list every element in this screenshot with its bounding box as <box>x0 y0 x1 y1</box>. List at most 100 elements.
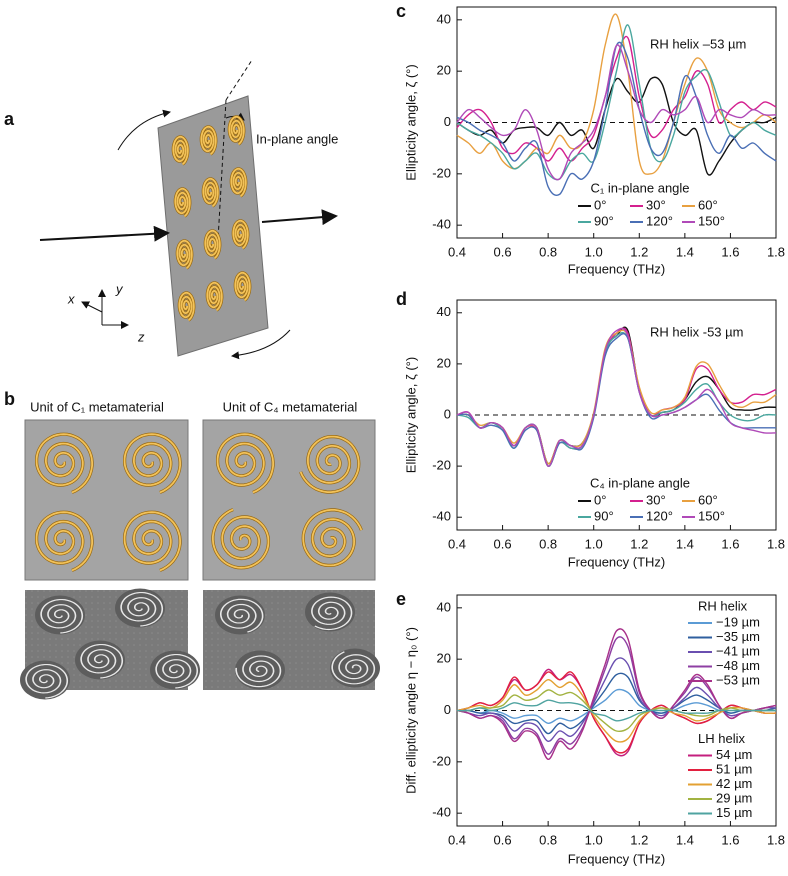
y-tick-label: 0 <box>444 702 451 717</box>
series-line <box>456 13 777 175</box>
sem-disk <box>150 650 200 690</box>
spiral <box>216 433 274 494</box>
legend-label: −19 µm <box>716 614 760 629</box>
chart: -40 -20 0 20 40 0.4 0.6 0.8 1.0 1.2 1.4 1.6 1.8 Frequ… <box>403 299 785 569</box>
y-axis-label: Ellipticity angle, ζ (°) <box>403 64 418 180</box>
series-line <box>456 76 777 176</box>
x-tick-label: 1.8 <box>767 832 785 847</box>
spiral <box>176 239 193 270</box>
legend-label: 90° <box>594 213 614 228</box>
x-tick-label: 1.8 <box>767 536 785 551</box>
legend-label: 51 µm <box>716 761 752 776</box>
axis-label: x <box>67 291 75 306</box>
series-line <box>456 327 777 467</box>
spiral <box>123 433 181 494</box>
legend-label: 120° <box>646 213 673 228</box>
axis-label: y <box>115 281 124 296</box>
y-tick-label: -40 <box>432 805 451 820</box>
y-tick-label: 40 <box>437 11 451 26</box>
annotation: RH helix -53 µm <box>650 324 743 339</box>
y-tick-label: -20 <box>432 458 451 473</box>
angle-label: In-plane angle <box>256 131 338 146</box>
sem-disk <box>20 660 70 700</box>
x-tick-label: 1.2 <box>630 536 648 551</box>
sem-disk <box>115 588 165 628</box>
spiral <box>172 135 189 166</box>
x-axis-label: Frequency (THz) <box>568 851 666 866</box>
sem-spiral <box>220 598 264 633</box>
spiral <box>302 509 363 567</box>
series-line <box>456 699 776 722</box>
x-tick-label: 1.4 <box>676 244 694 259</box>
sem-spiral <box>25 663 69 699</box>
series-line <box>456 689 776 733</box>
ref-line <box>217 99 227 241</box>
spiral <box>299 435 360 493</box>
y-tick-label: 20 <box>437 63 451 78</box>
unit-title: Unit of C₄ metamaterial <box>223 399 358 414</box>
legend-label: 30° <box>646 197 666 212</box>
x-tick-label: 0.8 <box>539 832 557 847</box>
legend-label: −41 µm <box>716 643 760 658</box>
x-tick-label: 1.6 <box>721 536 739 551</box>
rotation-arrow <box>117 109 171 151</box>
x-tick-label: 0.4 <box>448 832 466 847</box>
x-tick-label: 1.0 <box>585 832 603 847</box>
illustrations: In-plane angle x y z Unit of C₁ metamate… <box>4 1 407 690</box>
spiral <box>204 229 221 260</box>
x-tick-label: 1.6 <box>721 832 739 847</box>
y-tick-label: 20 <box>437 355 451 370</box>
sem-spiral <box>331 651 376 685</box>
spiral <box>206 281 223 312</box>
series-line <box>456 41 777 196</box>
panel-label: e <box>396 589 406 609</box>
series-line <box>456 35 777 162</box>
legend-label: −53 µm <box>716 672 760 687</box>
sem-spiral <box>311 596 353 631</box>
sem-disk <box>75 640 125 680</box>
x-tick-label: 0.8 <box>539 244 557 259</box>
y-tick-label: -20 <box>432 753 451 768</box>
legend-label: 15 µm <box>716 805 752 820</box>
x-tick-label: 0.8 <box>539 536 557 551</box>
ref-line <box>225 59 253 101</box>
spiral <box>35 433 93 494</box>
spiral <box>178 291 195 322</box>
spiral <box>230 167 247 198</box>
x-tick-label: 1.0 <box>585 536 603 551</box>
spiral <box>174 187 191 218</box>
spiral <box>202 177 219 208</box>
legend-label: 90° <box>594 508 614 523</box>
spiral <box>232 219 249 250</box>
legend-label: 29 µm <box>716 790 752 805</box>
y-tick-label: 0 <box>444 114 451 129</box>
y-tick-label: -40 <box>432 217 451 232</box>
x-tick-label: 1.0 <box>585 244 603 259</box>
x-tick-label: 1.6 <box>721 244 739 259</box>
legend-label: 60° <box>698 492 718 507</box>
spiral <box>200 125 217 156</box>
sem-spiral <box>155 653 199 689</box>
series-line <box>456 332 776 467</box>
x-tick-label: 0.4 <box>448 536 466 551</box>
legend-label: 42 µm <box>716 776 752 791</box>
y-tick-label: -20 <box>432 165 451 180</box>
axis-arrow <box>81 301 103 313</box>
y-tick-label: 40 <box>437 304 451 319</box>
legend-label: 60° <box>698 197 718 212</box>
legend-label: −48 µm <box>716 658 760 673</box>
x-tick-label: 1.4 <box>676 536 694 551</box>
sem-spiral <box>120 591 164 627</box>
panel-label: a <box>4 109 15 129</box>
legend-group-title: RH helix <box>698 598 748 613</box>
rotation-arrow <box>231 329 291 360</box>
x-tick-label: 1.2 <box>630 832 648 847</box>
spiral <box>228 115 245 146</box>
chart: -40 -20 0 20 40 0.4 0.6 0.8 1.0 1.2 1.4 1.6 1.8 Frequ… <box>403 594 785 866</box>
x-tick-label: 0.6 <box>494 832 512 847</box>
y-axis-label: Ellipticity angle, ζ (°) <box>403 357 418 473</box>
legend-label: 54 µm <box>716 747 752 762</box>
legend-label: 30° <box>646 492 666 507</box>
x-tick-label: 1.2 <box>630 244 648 259</box>
